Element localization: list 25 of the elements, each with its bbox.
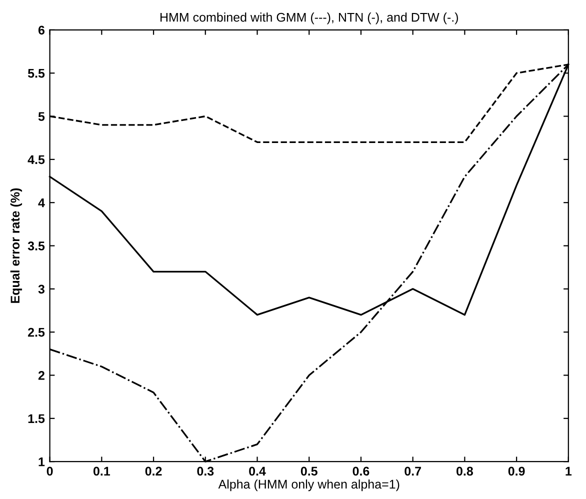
x-tick-label: 1 [566, 466, 572, 476]
y-tick-label: 4 [38, 198, 45, 208]
y-tick-label: 2 [38, 371, 44, 380]
x-tick-label: 0.2 [145, 466, 162, 476]
x-tick-label: 0.8 [456, 466, 474, 476]
chart-title: HMM combined with GMM (---), NTN (-), and DTW (-.) [160, 12, 458, 24]
y-tick-label: 4.5 [28, 155, 45, 164]
y-tick-label: 1 [38, 458, 45, 466]
x-tick-label: 0.1 [93, 466, 110, 476]
x-tick-label: 0.7 [404, 466, 421, 476]
y-tick-label: 6 [38, 26, 44, 35]
x-axis-title: Alpha (HMM only when alpha=1) [218, 479, 400, 492]
x-tick-label: 0.3 [197, 466, 214, 476]
x-tick-label: 0.6 [352, 466, 370, 476]
y-tick-label: 1.5 [28, 414, 45, 424]
y-tick-label: 3 [38, 284, 44, 294]
x-tick-label: 0.9 [508, 466, 525, 476]
x-tick-label: 0.5 [300, 466, 318, 476]
y-tick-label: 3.5 [28, 242, 45, 250]
y-tick-label: 5.5 [28, 69, 45, 78]
y-axis-title: Equal error rate (%) [10, 188, 22, 303]
x-tick-label: 0.4 [249, 466, 266, 476]
y-tick-label: 2.5 [28, 328, 45, 337]
y-tick-label: 5 [38, 112, 45, 121]
x-tick-label: 0 [46, 466, 53, 476]
